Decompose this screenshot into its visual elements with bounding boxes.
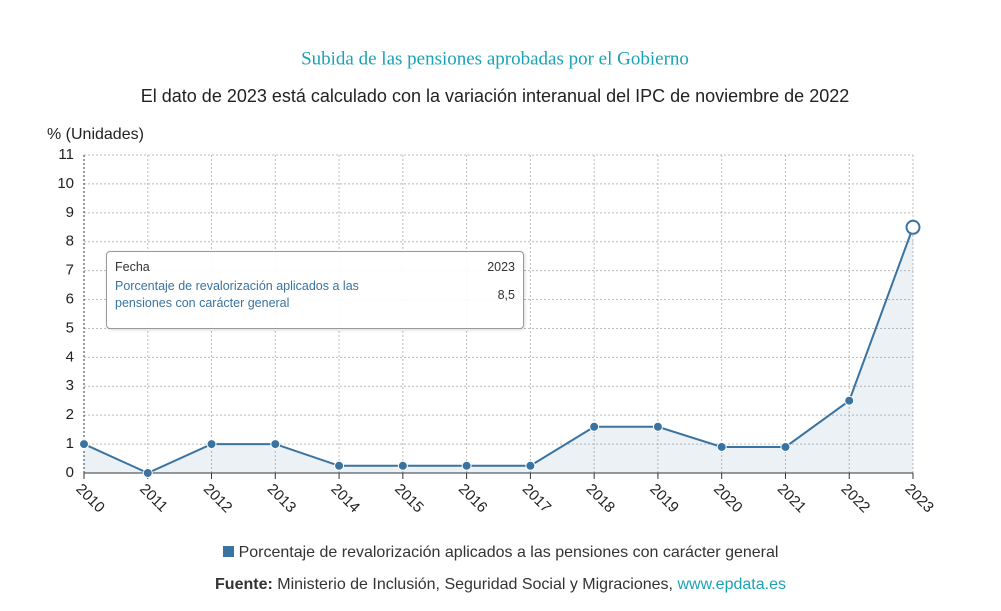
- x-tick-label: 2015: [391, 481, 427, 517]
- tooltip: Fecha 2023 Porcentaje de revalorización a…: [106, 251, 524, 329]
- y-tick-label: 0: [66, 464, 74, 481]
- y-tick-label: 6: [66, 291, 74, 308]
- y-tick-label: 10: [57, 175, 74, 192]
- footer-text: Ministerio de Inclusión, Seguridad Socia…: [277, 576, 673, 593]
- point: [334, 460, 345, 471]
- footer-link[interactable]: www.epdata.es: [677, 576, 786, 593]
- x-tick-label: 2010: [72, 481, 108, 517]
- x-tick-label: 2019: [646, 481, 682, 517]
- chart-title: Subida de las pensiones aprobadas por el…: [301, 48, 689, 69]
- footer-label: Fuente:: [215, 576, 273, 593]
- legend-swatch: [222, 546, 234, 557]
- x-tick-label: 2011: [136, 481, 171, 516]
- y-tick-label: 2: [66, 406, 74, 423]
- y-tick-label: 9: [66, 204, 74, 221]
- point: [79, 439, 89, 450]
- legend-label[interactable]: Porcentaje de revalorización aplicados a…: [238, 544, 779, 561]
- x-tick-label: 2018: [583, 481, 619, 517]
- point: [206, 439, 217, 450]
- y-tick-label: 4: [66, 348, 74, 365]
- y-tick-label: 3: [66, 377, 74, 394]
- x-tick-label: 2017: [519, 481, 555, 517]
- tooltip-value: 8,5: [497, 288, 515, 302]
- point: [905, 219, 921, 235]
- point: [652, 421, 663, 432]
- tooltip-series: Porcentaje de revalorización aplicados a…: [115, 279, 359, 310]
- point: [716, 441, 727, 452]
- x-tick-label: 2020: [710, 481, 746, 517]
- y-tick-label: 5: [66, 319, 74, 336]
- point: [589, 421, 600, 432]
- footer: Fuente: Ministerio de Inclusión, Segurid…: [0, 576, 1001, 594]
- tooltip-title: Fecha: [115, 260, 150, 274]
- x-tick-label: 2014: [327, 481, 363, 517]
- line: [83, 226, 914, 475]
- point: [844, 395, 855, 406]
- y-tick-label: 7: [66, 262, 74, 279]
- x-tick-label: 2016: [455, 481, 491, 517]
- area: [84, 227, 913, 473]
- x-tick-label: 2013: [264, 481, 300, 517]
- x-tick-label: 2023: [901, 481, 937, 517]
- y-tick-label: 11: [58, 146, 74, 163]
- chart-subtitle: El dato de 2023 está calculado con la va…: [141, 86, 849, 106]
- legend: Porcentaje de revalorización aplicados a…: [0, 544, 1001, 562]
- x-tick-label: 2021: [774, 481, 810, 517]
- point: [142, 468, 153, 478]
- y-tick-label: 8: [66, 233, 74, 250]
- y-tick-label: 1: [66, 435, 74, 452]
- point: [461, 460, 472, 471]
- x-tick-label: 2022: [838, 481, 874, 517]
- tooltip-category: 2023: [487, 260, 515, 274]
- point: [525, 460, 536, 471]
- y-axis-title: % (Unidades): [47, 126, 144, 143]
- point: [397, 460, 408, 471]
- point: [270, 439, 281, 450]
- point: [780, 441, 791, 452]
- x-tick-label: 2012: [200, 481, 236, 517]
